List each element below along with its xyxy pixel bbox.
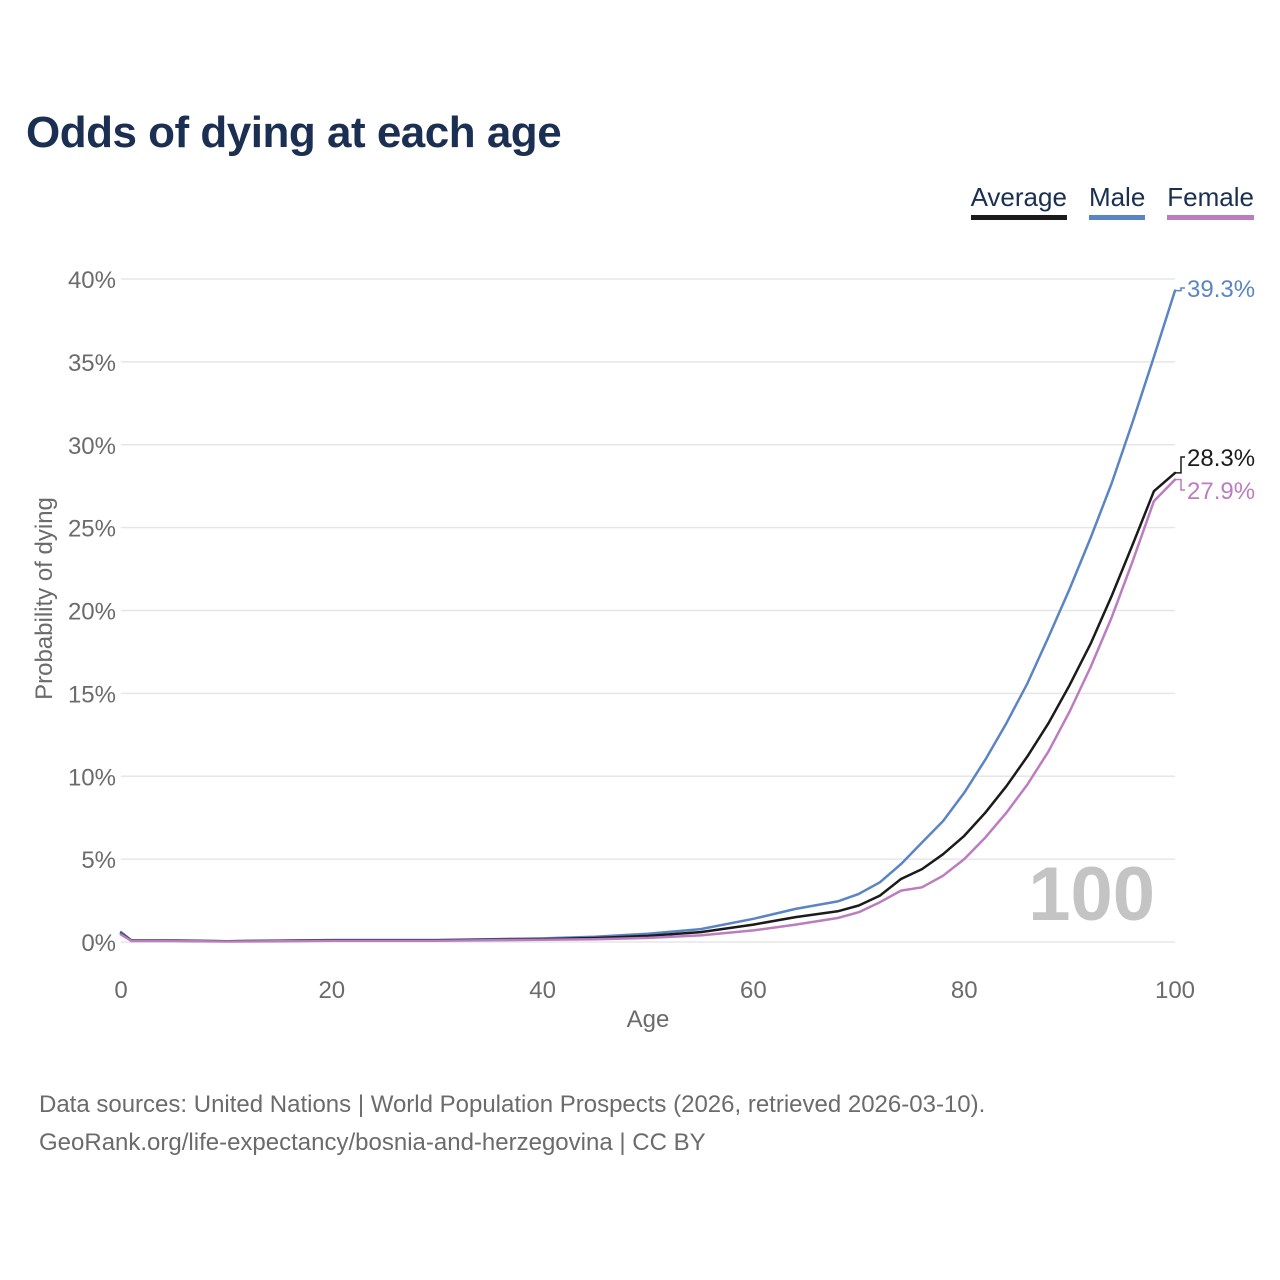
legend-female[interactable]: Female	[1167, 182, 1254, 220]
end-label-connector-male	[1175, 287, 1185, 292]
x-axis-title: Age	[627, 1006, 670, 1033]
y-tick-label: 35%	[68, 350, 116, 377]
y-tick-label: 25%	[68, 516, 116, 543]
life-table-chart: 0% 5% 10% 15% 20% 25% 30% 35% 40% 0 20 40 60 80 100 Age…	[31, 267, 1255, 1033]
y-axis-title: Probability of dying	[31, 497, 58, 700]
footer: Data sources: United Nations | World Pop…	[39, 1086, 985, 1162]
y-tick-label: 15%	[68, 681, 116, 708]
y-tick-label: 40%	[68, 267, 116, 294]
end-label-male: 39.3%	[1187, 276, 1255, 303]
series-line-average	[119, 471, 1177, 943]
x-tick-label: 80	[951, 977, 978, 1004]
legend-male[interactable]: Male	[1088, 182, 1146, 220]
footer-link[interactable]: GeoRank.org/life-expectancy/bosnia-and-h…	[39, 1129, 706, 1156]
end-label-female: 27.9%	[1187, 478, 1255, 505]
series-line-male	[119, 289, 1177, 943]
x-tick-label: 100	[1155, 977, 1195, 1004]
chart-legend: Average Male Female	[970, 182, 1254, 220]
x-tick-label: 60	[740, 977, 767, 1004]
end-label-average: 28.3%	[1187, 445, 1255, 472]
end-label-connector-average	[1175, 456, 1185, 474]
footer-sources: Data sources: United Nations | World Pop…	[39, 1091, 986, 1118]
y-tick-label: 0%	[81, 930, 116, 957]
x-tick-label: 20	[318, 977, 345, 1004]
page-title: Odds of dying at each age	[26, 108, 562, 157]
x-tick-label: 40	[529, 977, 556, 1004]
legend-average[interactable]: Average	[970, 182, 1067, 220]
year-watermark: 100	[1028, 852, 1155, 937]
y-tick-label: 30%	[68, 433, 116, 460]
x-tick-label: 0	[114, 977, 127, 1004]
y-tick-label: 10%	[68, 764, 116, 791]
y-tick-label: 20%	[68, 599, 116, 626]
end-label-connector-female	[1175, 478, 1185, 491]
series-line-female	[119, 478, 1177, 943]
y-tick-label: 5%	[81, 847, 116, 874]
